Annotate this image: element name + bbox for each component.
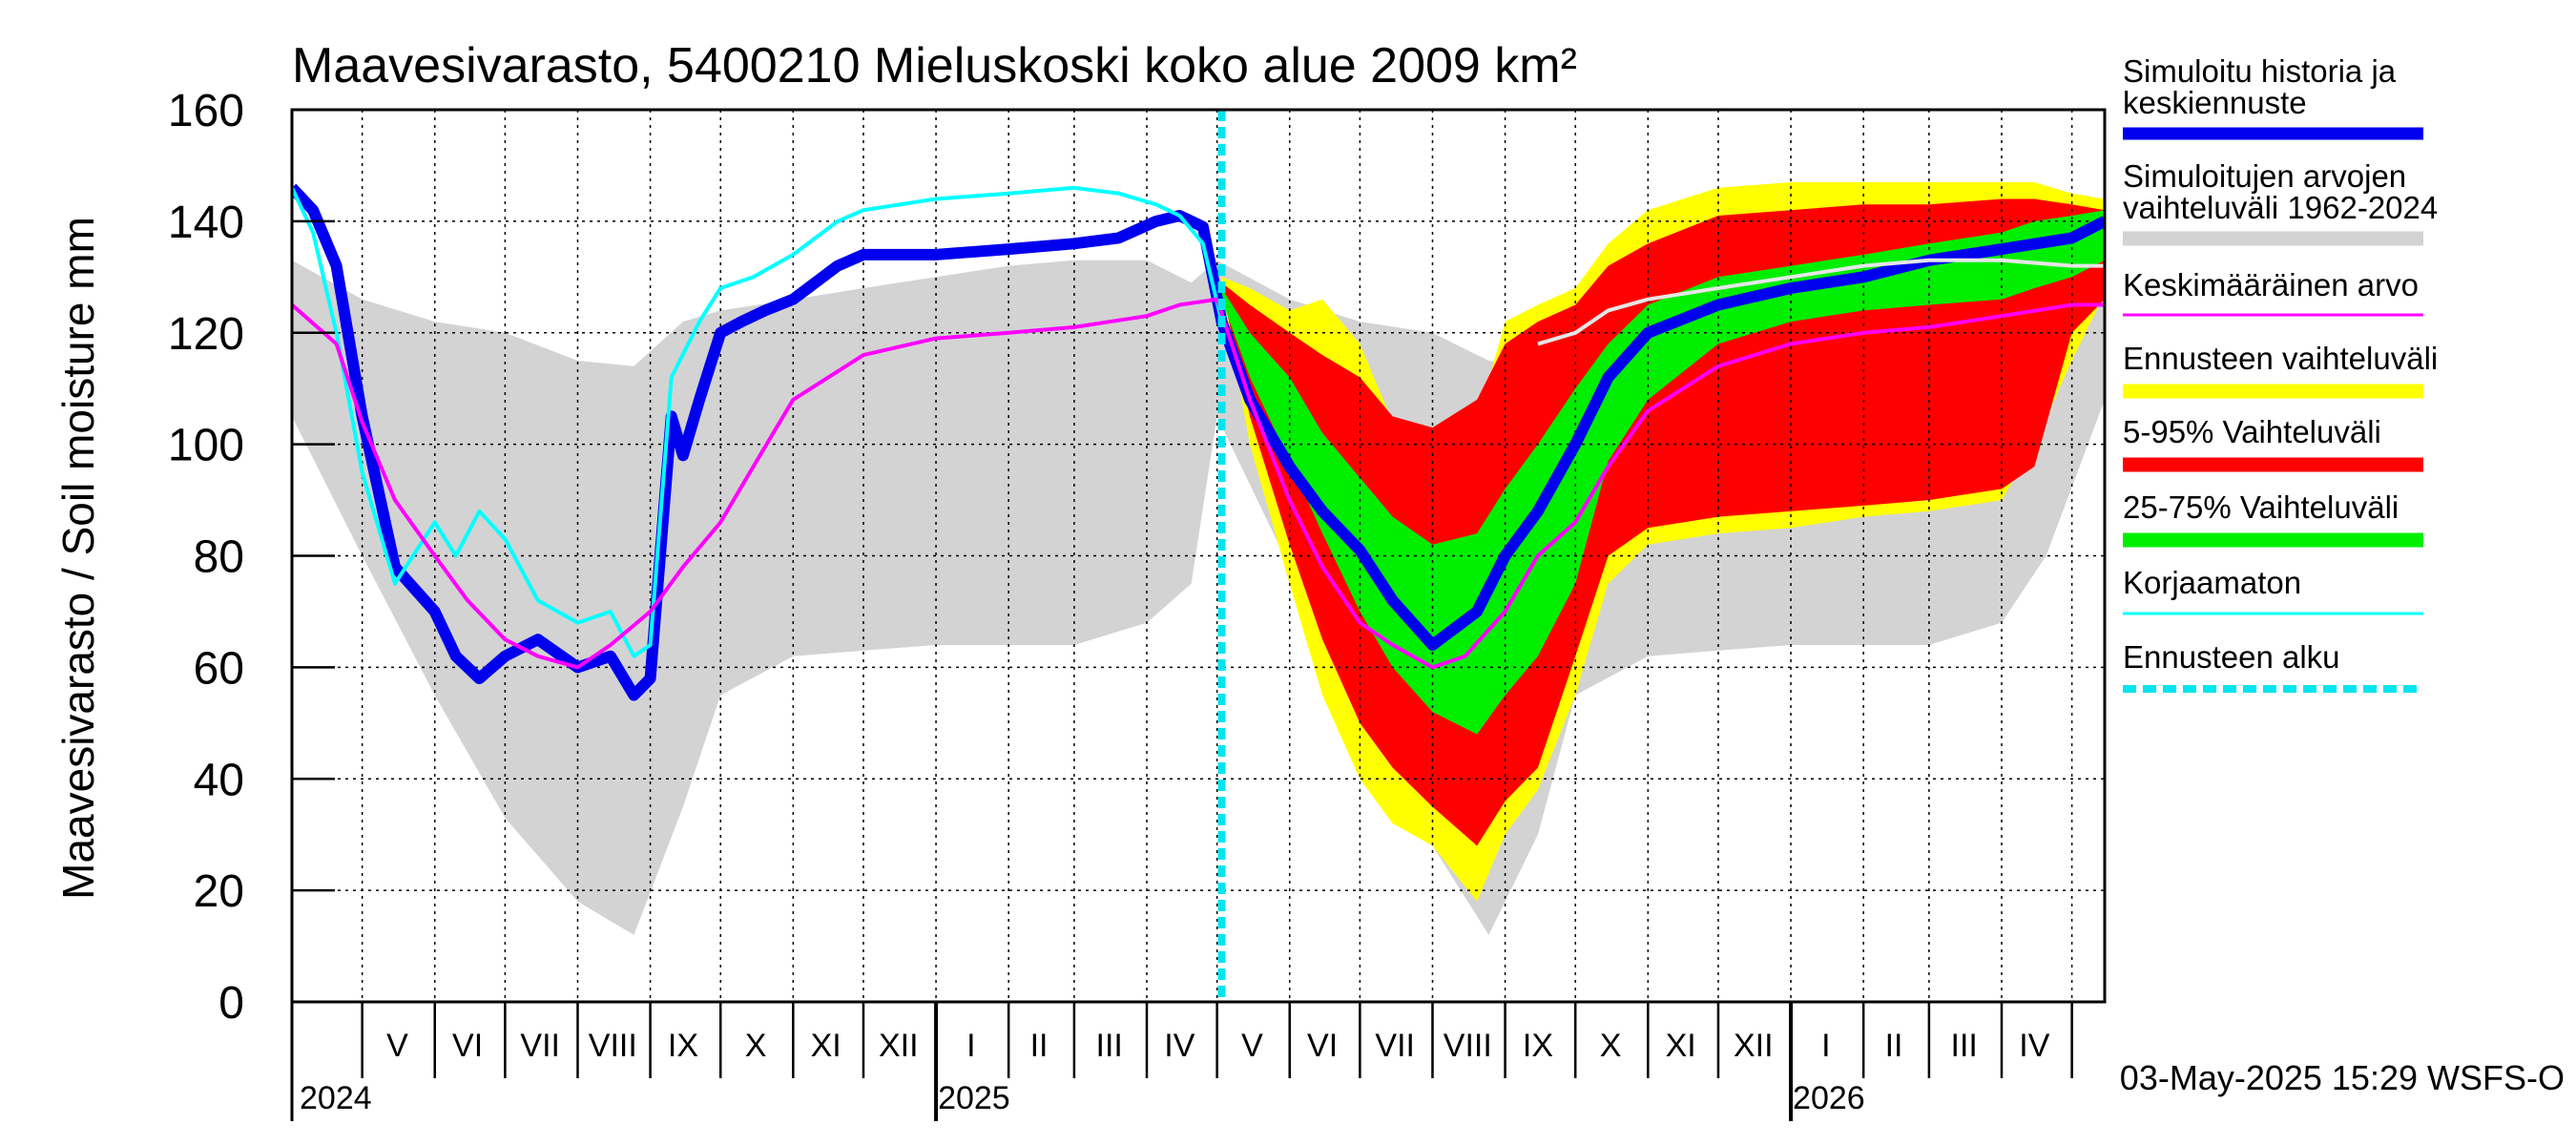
legend-label: Korjaamaton (2123, 565, 2301, 600)
x-month-label: II (1030, 1028, 1049, 1064)
x-month-label: VII (1375, 1028, 1415, 1064)
x-month-label: III (1096, 1028, 1123, 1064)
y-tick-label: 80 (194, 532, 244, 583)
x-month-label: VII (520, 1028, 560, 1064)
line-layer (292, 110, 2105, 1002)
legend-label: Simuloitujen arvojen (2123, 158, 2406, 194)
x-month-label: VIII (589, 1028, 637, 1064)
y-tick-label: 20 (194, 866, 244, 917)
x-year-label: 2025 (938, 1080, 1010, 1116)
series-keskim-r-inen-arvo (292, 297, 2105, 670)
legend-label: keskiennuste (2123, 85, 2307, 120)
legend-item: Korjaamaton (2123, 565, 2423, 615)
x-month-label: X (1600, 1028, 1622, 1064)
x-month-label: I (1821, 1028, 1830, 1064)
legend-label: Ennusteen vaihteluväli (2123, 341, 2438, 376)
x-month-label: XI (1666, 1028, 1696, 1064)
series-keskiarvo-harmaa- (1537, 258, 2105, 346)
y-tick-label: 100 (168, 421, 244, 471)
band-25-75-vaihteluv-li (1221, 210, 2105, 735)
legend-item: Keskimääräinen arvo (2123, 267, 2423, 317)
y-tick-label: 60 (194, 643, 244, 694)
legend-label: vaihteluväli 1962-2024 (2123, 190, 2438, 225)
x-month-label: VIII (1444, 1028, 1492, 1064)
x-month-label: XII (879, 1028, 919, 1064)
x-month-label: V (1241, 1028, 1263, 1064)
series-korjaamaton (292, 185, 1224, 658)
y-tick-label: 40 (194, 755, 244, 805)
x-month-label: IV (1164, 1028, 1195, 1064)
band-layer (292, 182, 2105, 935)
legend: Simuloitu historia jakeskiennusteSimuloi… (2123, 53, 2438, 693)
legend-label: Ennusteen alku (2123, 639, 2340, 675)
chart-title: Maavesivarasto, 5400210 Mieluskoski koko… (292, 38, 1577, 94)
legend-label: 25-75% Vaihteluväli (2123, 489, 2399, 525)
legend-item: 25-75% Vaihteluväli (2123, 489, 2423, 548)
x-month-label: VI (452, 1028, 483, 1064)
x-month-label: VI (1307, 1028, 1338, 1064)
x-month-label: IX (1523, 1028, 1553, 1064)
x-year-label: 2024 (300, 1080, 372, 1116)
legend-item: Ennusteen vaihteluväli (2123, 341, 2438, 399)
x-month-label: XI (811, 1028, 841, 1064)
y-tick-label: 140 (168, 198, 244, 248)
y-axis-label: Maavesivarasto / Soil moisture mm (53, 217, 103, 900)
y-tick-label: 0 (218, 978, 244, 1029)
y-tick-label: 120 (168, 309, 244, 360)
x-month-label: I (966, 1028, 975, 1064)
x-month-label: IX (668, 1028, 698, 1064)
x-month-label: V (386, 1028, 408, 1064)
legend-label: Keskimääräinen arvo (2123, 267, 2419, 302)
x-month-label: II (1885, 1028, 1903, 1064)
x-month-label: X (745, 1028, 767, 1064)
x-month-label: IV (2019, 1028, 2049, 1064)
legend-item: Ennusteen alku (2123, 639, 2423, 693)
legend-label: Simuloitu historia ja (2123, 53, 2397, 89)
x-year-label: 2026 (1793, 1080, 1865, 1116)
x-month-label: III (1951, 1028, 1978, 1064)
series-simuloitu-historia-ja-keskiennuste (292, 183, 2105, 701)
legend-item: 5-95% Vaihteluväli (2123, 414, 2423, 472)
timestamp: 03-May-2025 15:29 WSFS-O (2120, 1058, 2565, 1097)
legend-label: 5-95% Vaihteluväli (2123, 414, 2381, 449)
y-tick-label: 160 (168, 86, 244, 136)
x-month-label: XII (1734, 1028, 1774, 1064)
